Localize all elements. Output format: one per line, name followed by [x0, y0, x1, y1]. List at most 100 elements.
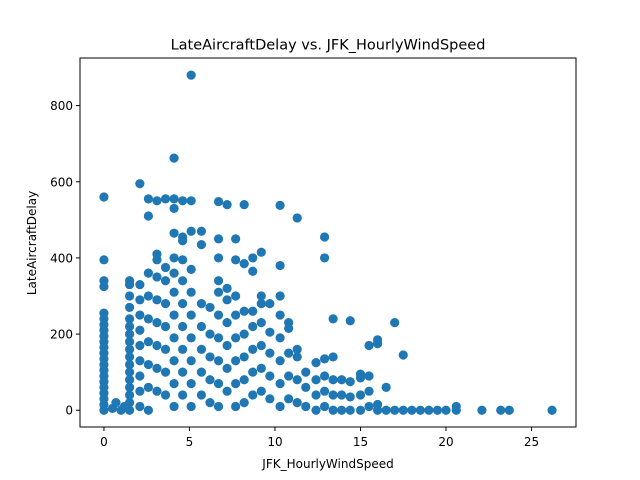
- data-point: [222, 295, 232, 305]
- data-point: [196, 367, 207, 377]
- data-point: [275, 200, 285, 210]
- data-point: [284, 348, 294, 358]
- data-point: [143, 359, 154, 370]
- data-point: [152, 295, 162, 305]
- data-point: [186, 287, 196, 297]
- data-point: [178, 236, 188, 246]
- x-tick-label: 15: [353, 435, 368, 449]
- data-point: [275, 260, 285, 271]
- y-tick-label: 200: [50, 328, 73, 342]
- data-point: [248, 306, 258, 316]
- data-point: [213, 253, 224, 263]
- data-point: [275, 378, 285, 389]
- data-point: [143, 211, 154, 221]
- data-point: [125, 390, 135, 400]
- data-point: [196, 344, 207, 354]
- data-point: [265, 327, 275, 337]
- data-point: [169, 401, 179, 412]
- data-point: [135, 356, 145, 366]
- data-point: [213, 234, 224, 244]
- data-point: [135, 371, 145, 381]
- data-point: [169, 203, 179, 214]
- data-point: [311, 405, 321, 415]
- data-point: [213, 310, 224, 320]
- data-point: [239, 352, 249, 362]
- data-point: [125, 367, 135, 377]
- data-point: [143, 405, 154, 415]
- data-point: [345, 392, 355, 402]
- data-point: [373, 405, 383, 415]
- data-point: [205, 352, 215, 362]
- data-point: [213, 356, 224, 366]
- data-point: [248, 344, 258, 354]
- y-axis-ticks: 0 200 400 600 800: [50, 99, 80, 418]
- data-point: [186, 70, 196, 80]
- data-point: [239, 329, 249, 339]
- data-point: [196, 390, 207, 400]
- data-point: [186, 378, 196, 389]
- data-point: [205, 302, 215, 313]
- data-point: [265, 299, 275, 309]
- data-point: [222, 200, 232, 210]
- data-point: [328, 375, 338, 385]
- data-point: [143, 194, 154, 204]
- data-point: [125, 344, 135, 354]
- data-point: [160, 276, 171, 286]
- data-point: [337, 390, 347, 400]
- data-point: [169, 253, 179, 263]
- data-point: [152, 386, 162, 396]
- data-point: [125, 398, 135, 408]
- data-point: [355, 373, 366, 383]
- data-point: [248, 367, 258, 377]
- data-point: [213, 276, 224, 286]
- data-point: [125, 321, 135, 332]
- data-point: [160, 321, 171, 332]
- data-point: [265, 371, 275, 381]
- x-tick-label: 10: [267, 435, 282, 449]
- data-point: [186, 356, 196, 366]
- data-point: [319, 386, 330, 396]
- data-point: [256, 291, 266, 301]
- x-axis-ticks: 0 5 10 15 20 25: [100, 427, 539, 449]
- data-point: [265, 348, 275, 358]
- data-point: [328, 352, 338, 362]
- data-point: [398, 350, 408, 360]
- data-point: [205, 375, 215, 385]
- data-point: [292, 352, 302, 362]
- data-point: [504, 405, 514, 415]
- data-point: [152, 340, 162, 351]
- data-point: [231, 255, 241, 265]
- data-point: [125, 359, 135, 370]
- data-point: [178, 321, 188, 332]
- data-point: [186, 226, 196, 236]
- data-point: [301, 401, 311, 412]
- data-point: [178, 344, 188, 354]
- data-point: [311, 375, 321, 385]
- data-point: [160, 262, 171, 273]
- data-point: [319, 354, 330, 364]
- data-point: [337, 405, 347, 415]
- y-tick-label: 600: [50, 175, 73, 189]
- data-point: [125, 337, 135, 347]
- data-point: [135, 340, 145, 351]
- data-point: [99, 281, 109, 292]
- data-point: [169, 228, 179, 238]
- data-point: [169, 287, 179, 297]
- data-point: [169, 268, 179, 278]
- data-point: [248, 266, 258, 276]
- data-point: [178, 390, 188, 400]
- data-point: [319, 232, 330, 242]
- data-point: [152, 363, 162, 373]
- data-point: [160, 390, 171, 400]
- data-point: [125, 302, 135, 313]
- data-point: [196, 299, 207, 309]
- data-point: [125, 291, 135, 301]
- data-point: [328, 314, 338, 324]
- data-point: [239, 398, 249, 408]
- data-point: [496, 405, 506, 415]
- data-point: [222, 386, 232, 396]
- data-point: [135, 295, 145, 305]
- data-point: [160, 344, 171, 354]
- data-point: [169, 153, 179, 163]
- data-point: [284, 371, 294, 381]
